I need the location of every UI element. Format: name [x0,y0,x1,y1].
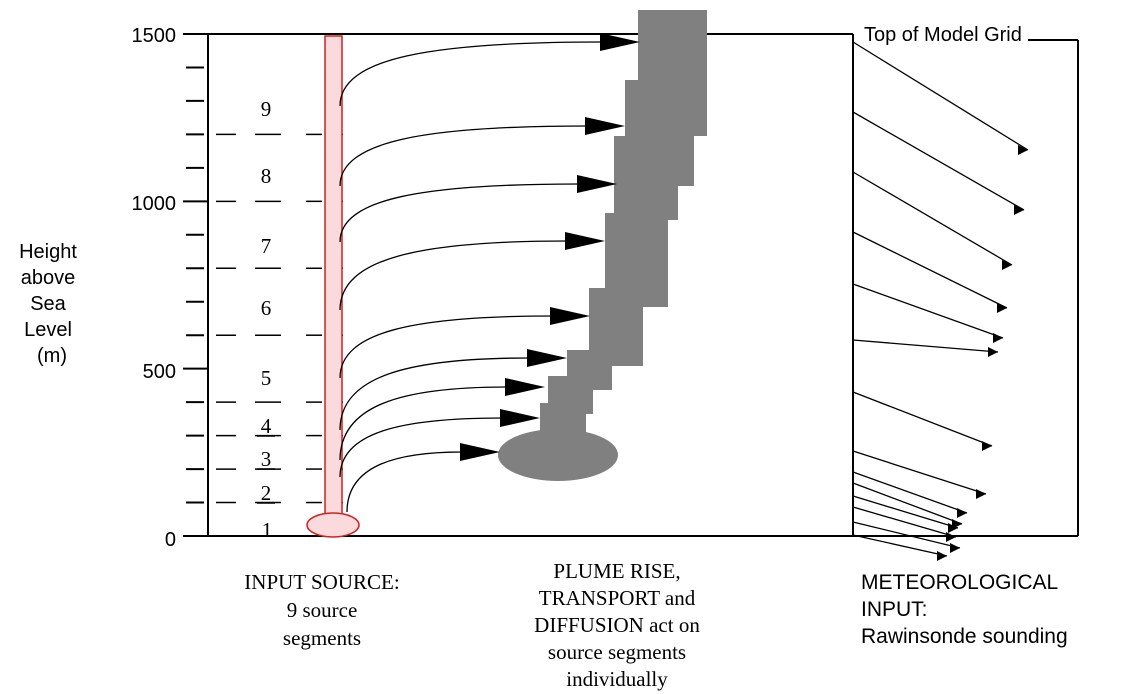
caption-line: source segments [548,640,686,664]
transport-arrow-curve [339,386,508,461]
segment-label-8: 8 [261,164,272,188]
segment-label-9: 9 [261,97,272,121]
segment-label-6: 6 [261,296,272,320]
wind-vector-arrow [852,506,957,542]
caption-line: individually [566,667,668,691]
segment-label-7: 7 [261,234,272,258]
transport-arrowhead [600,33,640,51]
transport-arrowhead [500,409,540,427]
plume-block [625,80,707,136]
y-axis-label: Height above Sea Level (m) [19,241,77,367]
top-of-model-grid-label: Top of Model Grid [864,24,1022,46]
transport-arrows [339,33,640,513]
transport-arrow-curve [346,451,463,513]
caption-line: INPUT SOURCE: [244,570,399,594]
wind-vector-arrow [852,231,1008,313]
segment-labels: 1 2 3 4 5 6 7 8 9 [261,97,273,542]
wind-vector-arrow [852,482,963,529]
input-source-caption: INPUT SOURCE: 9 source segments [244,570,399,650]
y-tick-label-1000: 1000 [132,193,177,215]
source-base-ellipse [306,512,360,538]
y-tick-label-500: 500 [143,361,176,383]
transport-arrowhead [585,117,625,135]
y-axis-label-line: (m) [37,345,67,367]
transport-arrowhead [565,232,605,250]
segment-label-3: 3 [261,447,272,471]
wind-vector-arrow [852,41,1029,155]
y-tick-labels: 1500 1000 500 0 [132,25,177,551]
wind-arrows [852,41,1029,561]
plume-base-ellipse [498,429,618,481]
plume-caption: PLUME RISE, TRANSPORT and DIFFUSION act … [534,559,700,691]
y-axis-label-line: Level [24,319,72,341]
meteorological-caption: METEOROLOGICAL INPUT: Rawinsonde soundin… [861,571,1068,648]
caption-line: segments [283,626,361,650]
plume-block [614,160,678,220]
wind-vector-arrow [852,391,993,451]
segment-label-2: 2 [261,481,272,505]
caption-line: Rawinsonde sounding [861,625,1068,648]
y-axis-label-line: Height [19,241,77,263]
transport-arrowhead [527,349,567,367]
wind-vector-arrow [852,283,1004,343]
source-column-bar [324,35,343,521]
caption-line: 9 source [287,598,358,622]
transport-arrow-curve [339,417,503,478]
caption-line: INPUT: [861,598,928,621]
input-source-column [306,35,360,538]
segment-boundaries [216,133,343,504]
transport-arrowhead [460,443,500,461]
transport-arrow-curve [339,125,588,187]
wind-vector-arrow [852,171,1013,270]
wind-vector-arrow [852,534,948,561]
segment-label-underlines [257,435,275,504]
y-tick-label-0: 0 [165,529,176,551]
y-tick-label-1500: 1500 [132,25,177,47]
transport-arrow-curve [339,183,580,243]
y-axis-label-line: Sea [30,293,66,315]
caption-line: TRANSPORT and [539,586,696,610]
wind-vector-arrow [852,471,968,518]
wind-vector-arrow [852,495,959,533]
wind-vector-arrow [852,521,961,553]
plume-column [498,10,707,481]
transport-arrowhead [550,307,590,325]
caption-line: PLUME RISE, [553,559,680,583]
transport-arrow-curve [339,357,530,431]
transport-arrowhead [577,175,617,193]
caption-line: DIFFUSION act on [534,613,700,637]
segment-label-5: 5 [261,366,272,390]
transport-arrow-curve [339,315,553,379]
caption-line: METEOROLOGICAL [861,571,1058,594]
transport-arrow-curve [339,240,568,311]
wind-vector-arrow [852,450,987,499]
transport-arrowhead [505,378,545,396]
wind-vector-arrow [852,111,1025,215]
wind-vector-arrow [852,339,999,357]
segment-label-4: 4 [261,414,272,438]
y-axis-ticks [183,66,208,504]
segment-label-1: 1 [262,518,273,542]
transport-arrow-curve [339,41,603,107]
y-axis-label-line: above [21,267,76,289]
